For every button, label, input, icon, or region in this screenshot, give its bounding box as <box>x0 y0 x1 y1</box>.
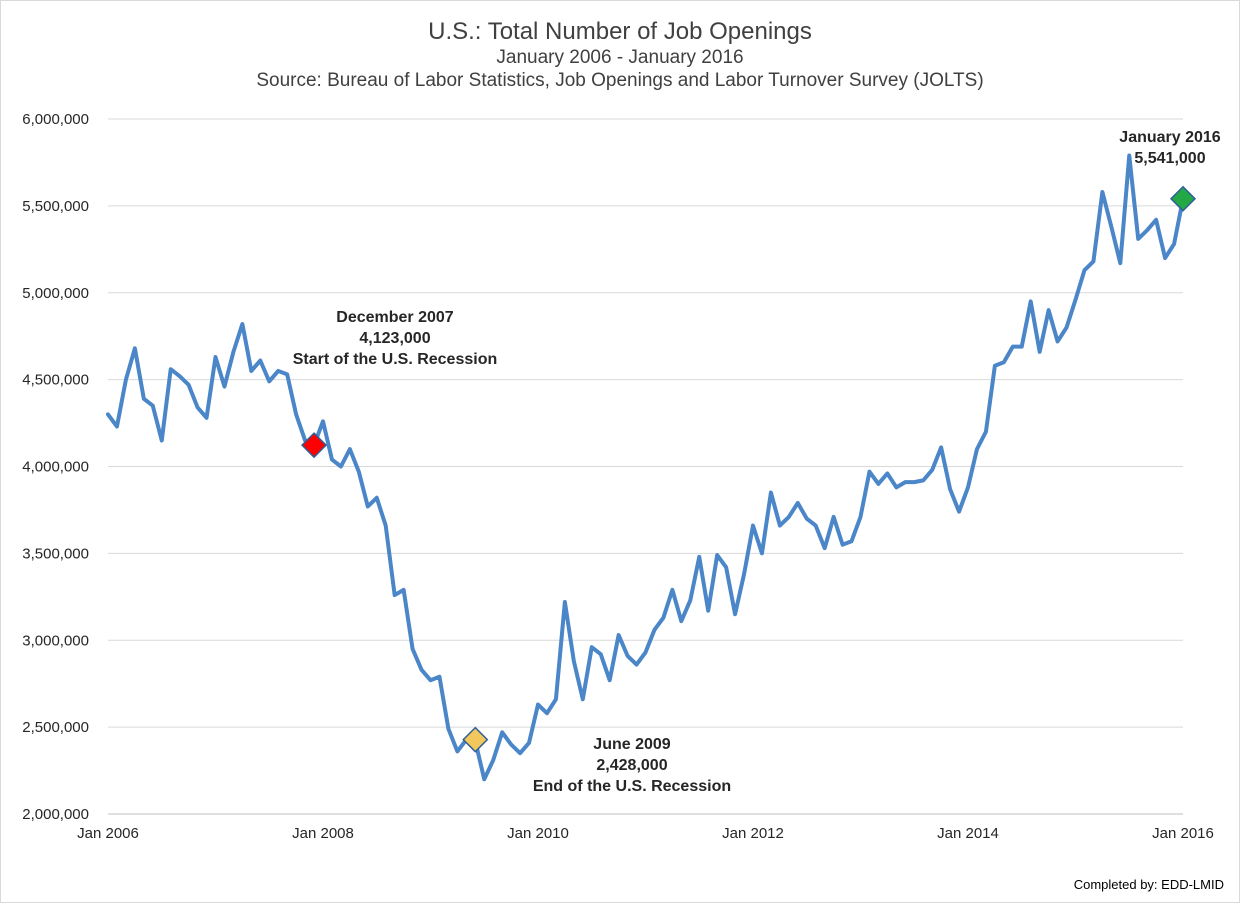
x-tick-label: Jan 2012 <box>722 825 784 842</box>
y-tick-label: 4,000,000 <box>22 459 89 476</box>
chart-titles: U.S.: Total Number of Job Openings Janua… <box>0 18 1240 92</box>
annotation-label: Start of the U.S. Recession <box>293 351 498 368</box>
annotation-marker <box>1169 185 1197 212</box>
annotation-marker <box>300 432 328 459</box>
y-tick-label: 3,000,000 <box>22 632 89 649</box>
y-tick-label: 4,500,000 <box>22 372 89 389</box>
chart-title: U.S.: Total Number of Job Openings <box>428 18 812 45</box>
x-tick-label: Jan 2010 <box>507 825 569 842</box>
x-tick-label: Jan 2008 <box>292 825 354 842</box>
annotation-label: 4,123,000 <box>359 330 430 347</box>
y-tick-label: 5,500,000 <box>22 198 89 215</box>
annotation-label: January 2016 <box>1119 129 1221 146</box>
chart-source: Source: Bureau of Labor Statistics, Job … <box>256 70 984 91</box>
annotation-label: December 2007 <box>336 309 454 326</box>
x-tick-label: Jan 2016 <box>1152 825 1214 842</box>
credit-text: Completed by: EDD-LMID <box>1073 877 1224 892</box>
annotation-marker <box>462 726 489 753</box>
y-tick-label: 5,000,000 <box>22 285 89 302</box>
chart-subtitle: January 2006 - January 2016 <box>496 47 744 68</box>
y-tick-label: 6,000,000 <box>22 111 89 128</box>
y-tick-label: 2,500,000 <box>22 719 89 736</box>
y-tick-label: 2,000,000 <box>22 806 89 823</box>
y-tick-label: 3,500,000 <box>22 545 89 562</box>
x-tick-label: Jan 2006 <box>77 825 139 842</box>
series-line <box>106 153 1185 782</box>
annotation-label: 5,541,000 <box>1134 150 1205 167</box>
x-tick-label: Jan 2014 <box>937 825 999 842</box>
annotation-label: 2,428,000 <box>596 757 667 774</box>
annotation-label: End of the U.S. Recession <box>533 778 731 795</box>
annotation-label: June 2009 <box>593 736 670 753</box>
